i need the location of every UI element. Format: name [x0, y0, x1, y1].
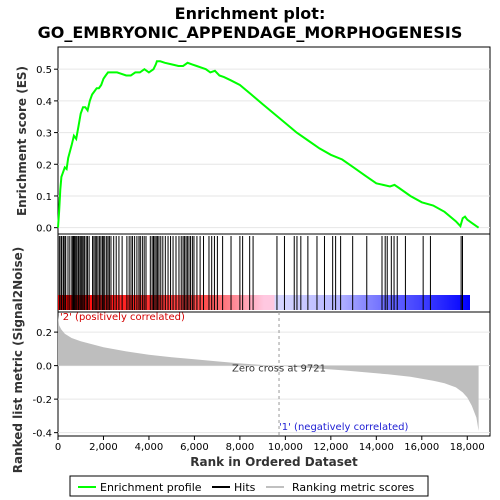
es-y-tick-label: 0.0 — [36, 224, 52, 235]
es-y-tick-label: 0.5 — [36, 65, 52, 76]
es-plot-grid — [58, 68, 490, 229]
x-tick-label: 12,000 — [313, 442, 348, 453]
metric-y-axis-label: Ranked list metric (Signal2Noise) — [11, 247, 25, 474]
legend-box — [69, 475, 429, 497]
metric-y-ticks: -0.4 -0.2 0.0 0.2 — [32, 328, 58, 440]
es-y-tick-label: 0.1 — [36, 192, 52, 203]
x-tick-label: 18,000 — [450, 442, 485, 453]
negative-correlation-label: '1' (negatively correlated) — [279, 422, 408, 433]
positive-correlation-label: '2' (positively correlated) — [60, 312, 185, 323]
es-y-ticks: 0.0 0.1 0.2 0.3 0.4 0.5 — [36, 65, 58, 235]
x-tick-label: 8,000 — [226, 442, 255, 453]
metric-y-tick-label: -0.4 — [32, 429, 52, 440]
x-tick-label: 2,000 — [89, 442, 118, 453]
x-tick-label: 14,000 — [359, 442, 394, 453]
hit-markers — [58, 236, 463, 310]
metric-y-tick-label: 0.2 — [36, 328, 52, 339]
metric-plot-grid — [58, 331, 490, 434]
x-axis-label: Rank in Ordered Dataset — [190, 455, 358, 469]
legend-enrichment-label: Enrichment profile — [100, 481, 202, 494]
enrichment-profile-line — [57, 60, 480, 229]
chart-title-line1: Enrichment plot: — [175, 4, 326, 23]
x-axis-ticks: 0 2,000 4,000 6,000 8,000 10,000 12,000 14,000 1… — [55, 436, 485, 453]
legend-hits-label: Hits — [234, 481, 256, 494]
x-tick-label: 10,000 — [268, 442, 303, 453]
es-y-tick-label: 0.3 — [36, 129, 52, 140]
x-tick-label: 4,000 — [135, 442, 164, 453]
ranked-list-color-bar — [58, 295, 470, 310]
es-y-axis-label: Enrichment score (ES) — [15, 66, 29, 216]
es-y-tick-label: 0.4 — [36, 97, 52, 108]
ranking-metric-area — [58, 315, 479, 431]
x-tick-label: 16,000 — [404, 442, 439, 453]
metric-plot-frame — [57, 311, 491, 437]
chart-title-line2: GO_EMBRYONIC_APPENDAGE_MORPHOGENESIS — [38, 23, 463, 42]
x-tick-label: 6,000 — [180, 442, 209, 453]
legend-metric-label: Ranking metric scores — [292, 481, 414, 494]
es-y-tick-label: 0.2 — [36, 160, 52, 171]
zero-cross-label: Zero cross at 9721 — [232, 364, 326, 375]
x-tick-label: 0 — [55, 442, 61, 453]
metric-y-tick-label: 0.0 — [36, 362, 52, 373]
metric-y-tick-label: -0.2 — [32, 395, 52, 406]
